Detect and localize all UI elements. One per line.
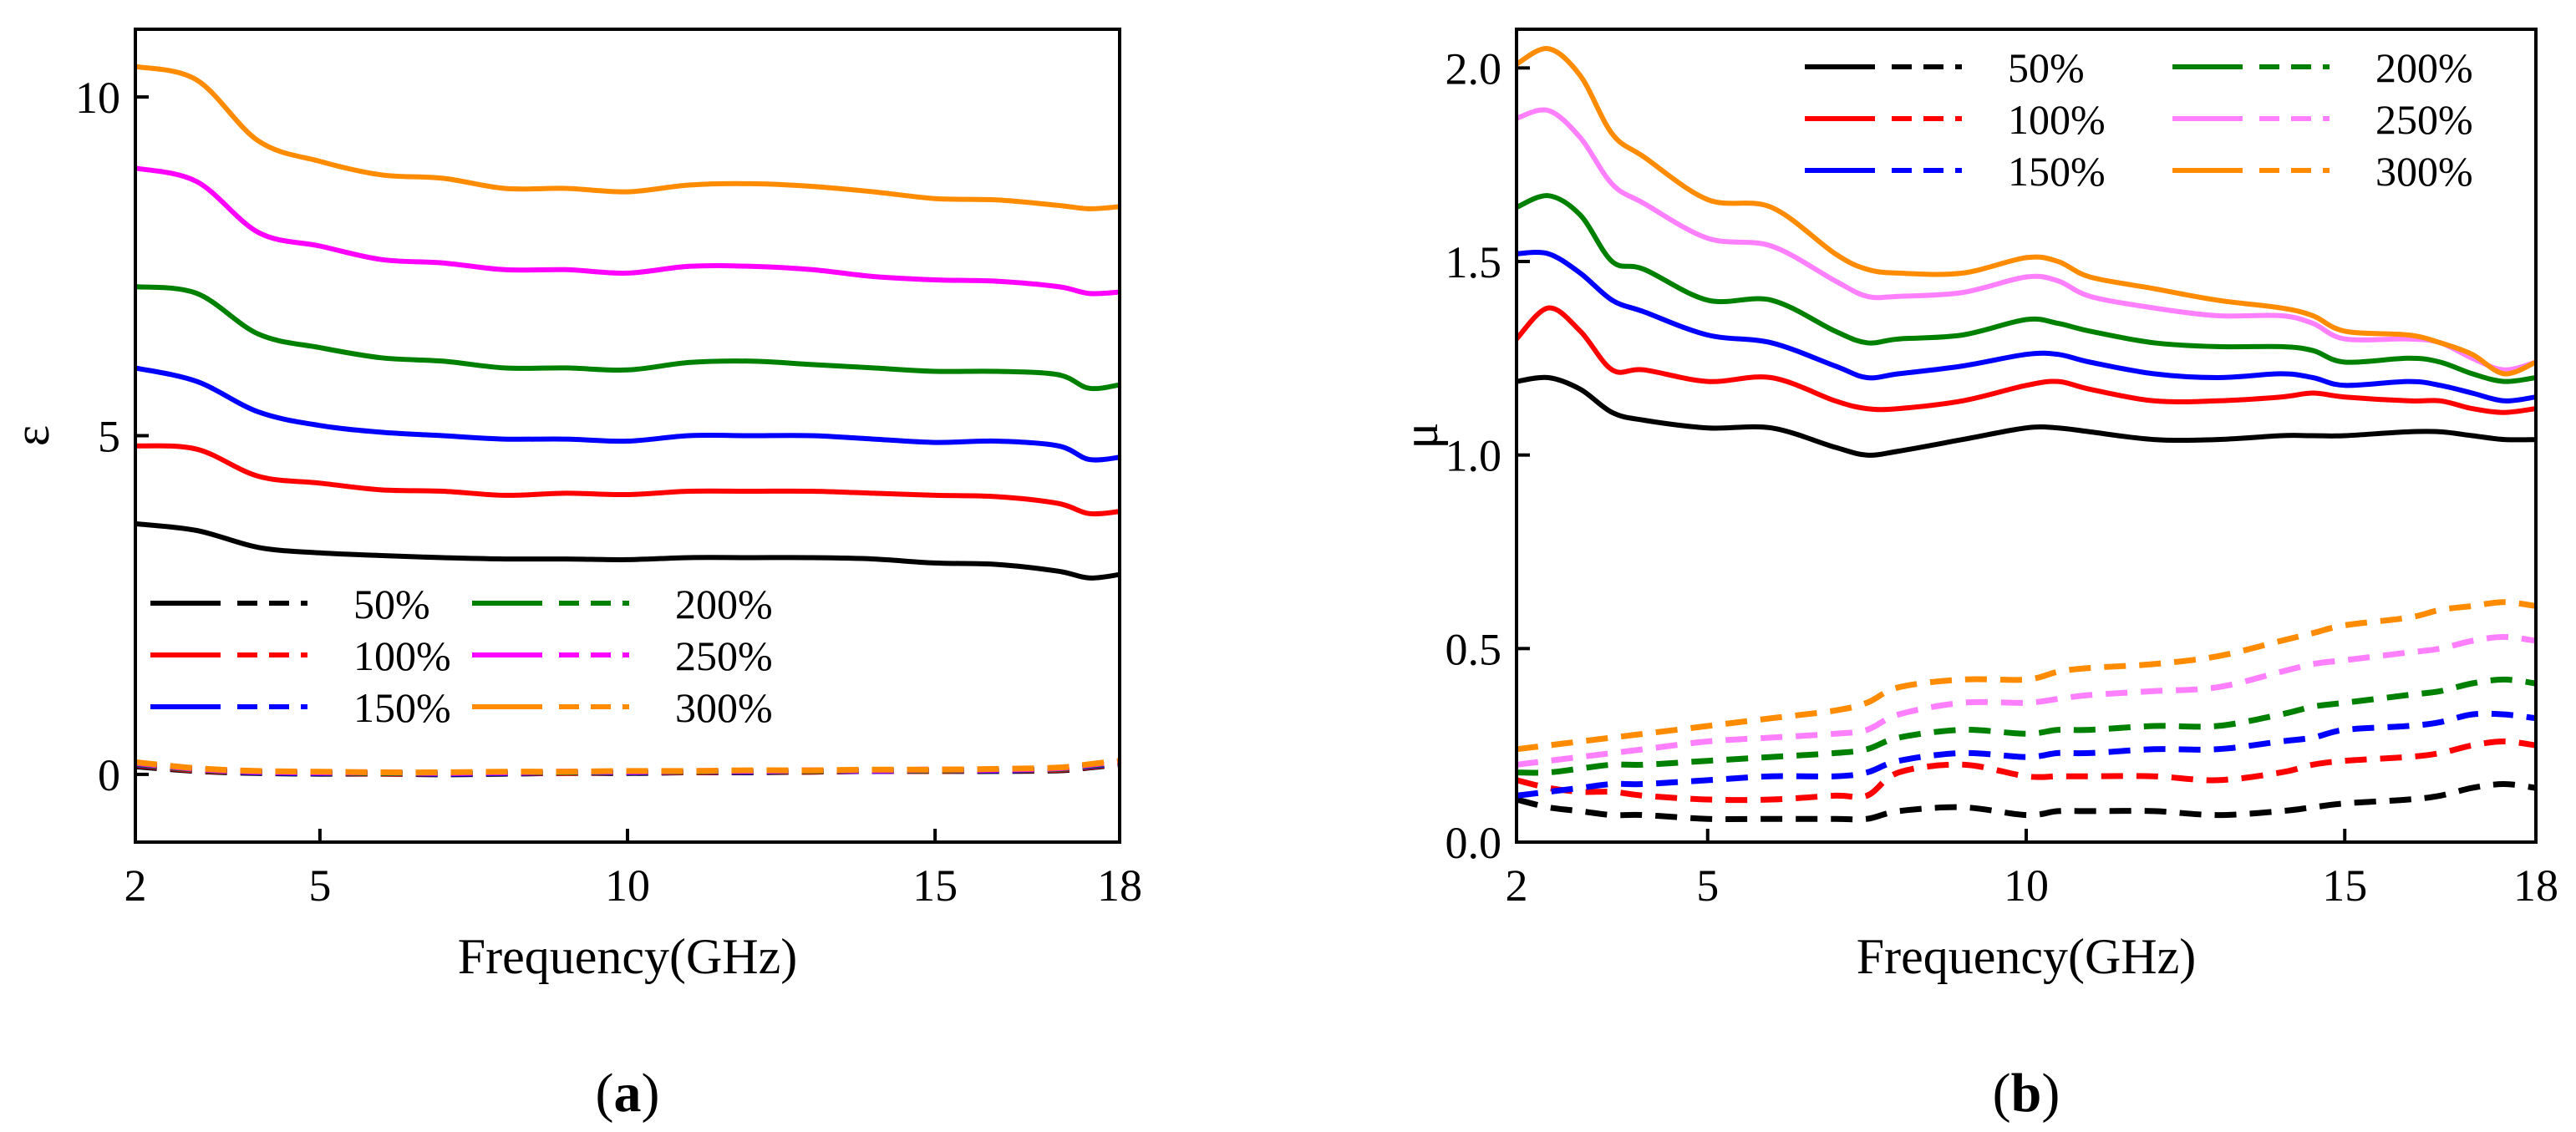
- legend-label-a-2: 100%: [353, 632, 451, 679]
- legend-a: 50% 200% 100% 250% 150% 300%: [150, 581, 773, 731]
- legend-label-b-0: 50%: [2008, 44, 2085, 91]
- legend-label-a-4: 150%: [353, 684, 451, 731]
- legend-label-b-5: 300%: [2375, 148, 2473, 195]
- x-tick-label-a-4: 18: [1097, 860, 1142, 911]
- x-tick-label-a-3: 15: [912, 860, 958, 911]
- series-line-b-5: [1515, 46, 2538, 377]
- x-axis-label-a: Frequency(GHz): [458, 929, 798, 984]
- panel-a: 2 5 10 15 18 0 5 10 Frequency(GHz) ε 50% 200% 100% 25…: [4, 28, 1142, 1124]
- y-tick-label-b-1: 0.5: [1446, 624, 1502, 674]
- legend-label-a-3: 250%: [675, 632, 773, 679]
- x-tick-label-b-2: 10: [2004, 860, 2049, 911]
- legend-label-b-2: 100%: [2008, 96, 2106, 143]
- y-tick-label-a-1: 5: [98, 412, 120, 462]
- panel-caption-part-a-1: a: [614, 1063, 642, 1124]
- legend-label-a-0: 50%: [353, 581, 430, 627]
- x-axis-label-b: Frequency(GHz): [1857, 929, 2197, 984]
- legend-b: 50% 200% 100% 250% 150% 300%: [1805, 44, 2473, 195]
- series-line-a-11: [135, 758, 1120, 776]
- y-tick-label-a-2: 10: [75, 73, 120, 123]
- series-line-b-1: [1514, 305, 2537, 415]
- series-line-b-6: [1516, 781, 2537, 823]
- series-line-a-5: [135, 63, 1120, 211]
- y-axis-label-b: μ: [1393, 422, 1448, 449]
- series-line-b-0: [1516, 374, 2537, 458]
- x-tick-label-a-0: 2: [124, 860, 147, 911]
- x-tick-label-a-1: 5: [308, 860, 331, 911]
- x-tick-label-b-4: 18: [2513, 860, 2558, 911]
- panel-caption-part-a-0: (: [596, 1063, 614, 1124]
- y-tick-label-b-2: 1.0: [1446, 431, 1502, 481]
- legend-label-a-1: 200%: [675, 581, 773, 627]
- series-line-a-0: [135, 520, 1120, 581]
- panel-caption-part-a-2: ): [642, 1063, 660, 1124]
- y-tick-label-b-4: 2.0: [1446, 43, 1502, 94]
- panel-caption-part-b-2: ): [2041, 1063, 2060, 1124]
- series-line-b-11: [1516, 599, 2537, 753]
- series-line-b-10: [1516, 633, 2537, 768]
- panel-b: 2 5 10 15 18 0.0 0.5 1.0 1.5 2.0 Frequency(GHz) μ 50…: [1393, 28, 2558, 1124]
- x-tick-label-a-2: 10: [605, 860, 650, 911]
- y-axis-label-a: ε: [4, 425, 59, 446]
- panel-caption-a: (a): [596, 1063, 660, 1124]
- legend-label-b-4: 150%: [2008, 148, 2106, 195]
- legend-label-a-5: 300%: [675, 684, 773, 731]
- panel-caption-part-b-0: (: [1993, 1063, 2011, 1124]
- series-line-b-2: [1516, 250, 2537, 404]
- legend-label-b-3: 250%: [2375, 96, 2473, 143]
- series-line-a-4: [135, 165, 1120, 297]
- panel-caption-b: (b): [1993, 1063, 2060, 1124]
- series-line-a-1: [135, 443, 1120, 517]
- x-tick-label-b-1: 5: [1696, 860, 1719, 911]
- series-line-b-7: [1516, 739, 2537, 804]
- x-tick-label-b-0: 2: [1506, 860, 1528, 911]
- series-line-b-4: [1516, 107, 2537, 373]
- y-tick-label-a-0: 0: [98, 750, 120, 800]
- y-tick-label-b-3: 1.5: [1446, 237, 1502, 287]
- series-line-b-8: [1516, 710, 2537, 799]
- panel-caption-part-b-1: b: [2011, 1063, 2042, 1124]
- series-line-b-9: [1516, 676, 2537, 776]
- series-line-b-3: [1515, 193, 2537, 384]
- legend-label-b-1: 200%: [2375, 44, 2473, 91]
- x-tick-label-b-3: 15: [2322, 860, 2367, 911]
- y-tick-label-b-0: 0.0: [1446, 818, 1502, 868]
- series-line-a-2: [135, 365, 1120, 463]
- series-line-a-3: [135, 284, 1120, 392]
